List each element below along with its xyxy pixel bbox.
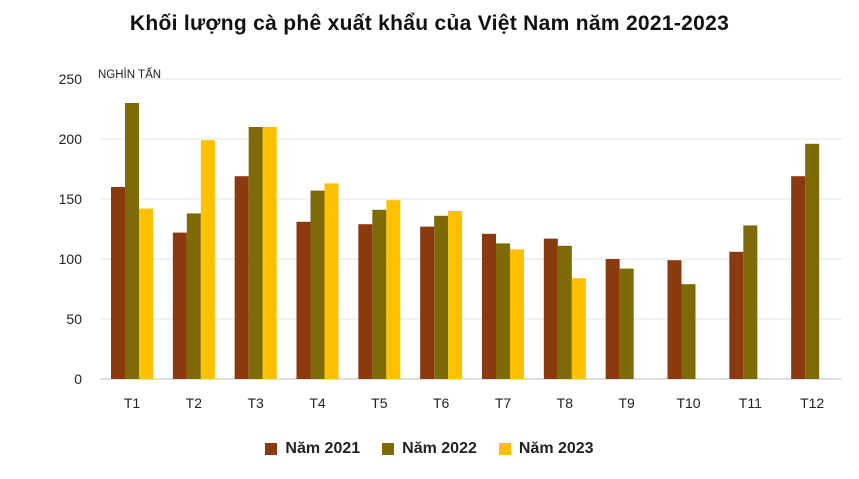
bar xyxy=(510,249,524,379)
y-unit-label: NGHÌN TẤN xyxy=(98,68,161,81)
bar xyxy=(234,176,249,379)
bar xyxy=(420,226,435,379)
bar xyxy=(324,183,339,379)
bar xyxy=(172,232,187,379)
x-tick-label: T1 xyxy=(124,395,141,411)
x-tick-label: T12 xyxy=(800,395,824,411)
y-tick-label: 200 xyxy=(59,131,83,147)
legend-item: Năm 2021 xyxy=(265,440,360,458)
y-tick-label: 50 xyxy=(66,311,82,327)
legend-swatch xyxy=(498,443,511,455)
bar xyxy=(557,245,572,379)
legend-swatch xyxy=(265,443,278,455)
bar xyxy=(139,208,153,379)
bar xyxy=(729,251,744,379)
x-tick-label: T8 xyxy=(557,395,574,411)
legend-label: Năm 2021 xyxy=(285,440,361,457)
bar xyxy=(296,221,311,379)
bar xyxy=(125,103,139,379)
bar xyxy=(448,211,463,379)
bar xyxy=(805,143,820,379)
chart-title: Khối lượng cà phê xuất khẩu của Việt Nam… xyxy=(129,12,730,35)
legend-swatch xyxy=(382,443,395,455)
bar xyxy=(186,213,201,379)
legend-label: Năm 2022 xyxy=(402,440,477,457)
bar xyxy=(200,140,215,379)
bar xyxy=(543,238,558,379)
legend-item: Năm 2022 xyxy=(382,440,477,458)
bar xyxy=(791,176,806,379)
legend-label: Năm 2023 xyxy=(518,440,594,457)
bar xyxy=(111,187,125,379)
bar xyxy=(571,278,586,379)
x-tick-label: T10 xyxy=(676,395,700,411)
bar xyxy=(667,260,682,379)
bar xyxy=(434,215,449,379)
y-tick-label: 150 xyxy=(59,191,83,207)
y-tick-label: 0 xyxy=(74,371,82,387)
y-tick-label: 100 xyxy=(59,251,83,267)
bar xyxy=(605,259,620,379)
bar xyxy=(310,190,325,379)
y-tick-label: 250 xyxy=(59,71,83,87)
legend-item: Năm 2023 xyxy=(498,440,594,458)
x-tick-label: T9 xyxy=(618,395,635,411)
x-tick-label: T2 xyxy=(186,395,203,411)
x-tick-label: T5 xyxy=(371,395,388,411)
bar xyxy=(496,243,510,379)
bar xyxy=(358,224,373,379)
bar xyxy=(681,284,696,379)
x-tick-label: T7 xyxy=(495,395,512,411)
bar xyxy=(743,225,758,379)
bar xyxy=(619,268,634,379)
x-tick-label: T11 xyxy=(739,395,762,411)
x-tick-label: T4 xyxy=(309,395,326,411)
plot-area: 0 50 100 150 200 250 NGHÌN TẤN T1 T2 T3 T4 T5 T6 T7 T8… xyxy=(59,68,842,411)
bar xyxy=(248,127,263,379)
bar xyxy=(482,233,496,379)
bar xyxy=(262,127,277,379)
bar xyxy=(386,200,401,379)
legend: Năm 2021 Năm 2022 Năm 2023 xyxy=(0,440,859,458)
x-tick-label: T3 xyxy=(247,395,264,411)
x-tick-label: T6 xyxy=(433,395,450,411)
bar xyxy=(372,209,387,379)
